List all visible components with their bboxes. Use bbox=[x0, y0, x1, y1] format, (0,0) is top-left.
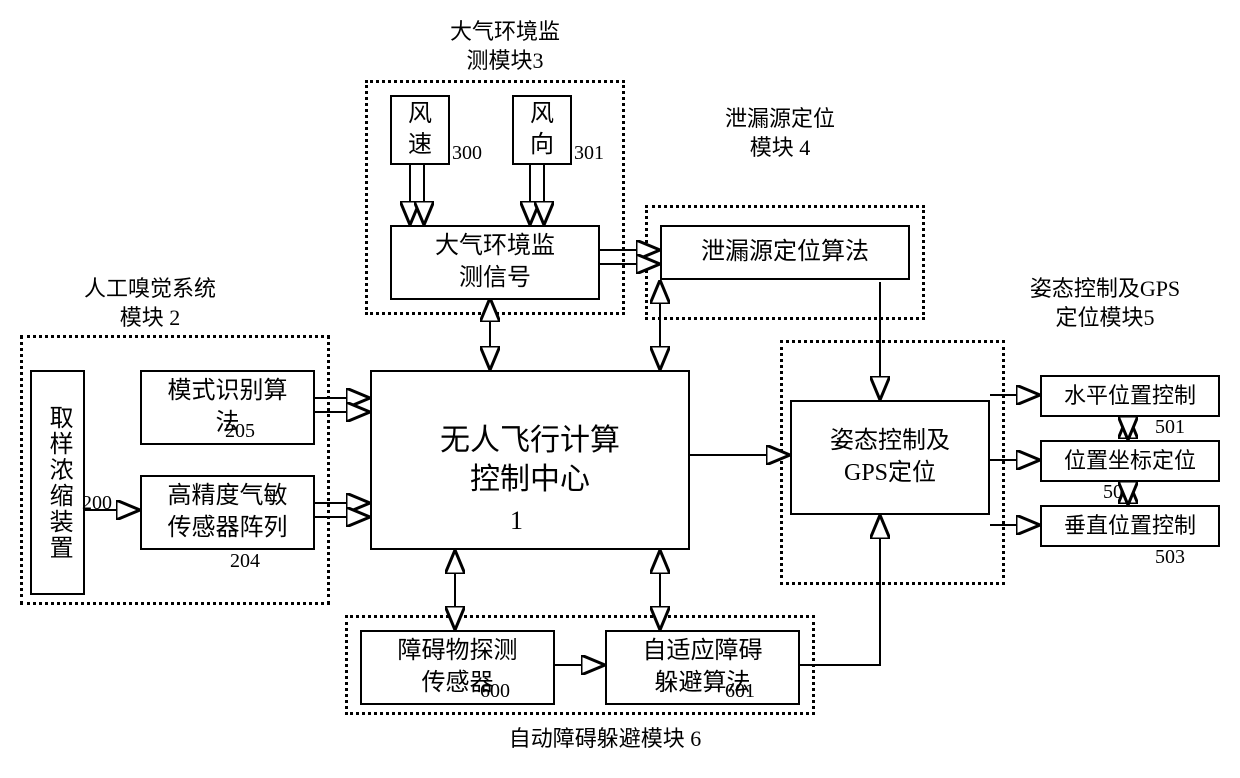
winddir-id: 301 bbox=[574, 140, 604, 166]
windspeed-text: 风 速 bbox=[408, 99, 432, 161]
windspeed-id: 300 bbox=[452, 140, 482, 166]
module6-title: 自动障碍躲避模块 6 bbox=[475, 725, 735, 754]
module3-title: 大气环境监 测模块3 bbox=[415, 18, 595, 75]
vpos-box: 垂直位置控制 bbox=[1040, 505, 1220, 547]
leak-algo-box: 泄漏源定位算法 bbox=[660, 225, 910, 280]
windspeed-box: 风 速 bbox=[390, 95, 450, 165]
sensor-text: 高精度气敏 传感器阵列 bbox=[168, 481, 288, 543]
module2-title: 人工嗅觉系统 模块 2 bbox=[60, 275, 240, 332]
loc-text: 位置坐标定位 bbox=[1064, 447, 1196, 476]
hpos-box: 水平位置控制 bbox=[1040, 375, 1220, 417]
pattern-id: 205 bbox=[225, 418, 255, 444]
winddir-text: 风 向 bbox=[530, 99, 554, 161]
attitude-box: 姿态控制及 GPS定位 bbox=[790, 400, 990, 515]
attitude-text: 姿态控制及 GPS定位 bbox=[830, 426, 950, 488]
center-id: 1 bbox=[510, 504, 523, 538]
center-text: 无人飞行计算 控制中心 bbox=[440, 421, 620, 499]
loc-id: 502 bbox=[1103, 479, 1133, 505]
vpos-id: 503 bbox=[1155, 544, 1185, 570]
loc-box: 位置坐标定位 bbox=[1040, 440, 1220, 482]
module4-title: 泄漏源定位 模块 4 bbox=[690, 105, 870, 162]
sensor-box: 高精度气敏 传感器阵列 bbox=[140, 475, 315, 550]
avoid-id: 601 bbox=[725, 678, 755, 704]
leak-algo-text: 泄漏源定位算法 bbox=[701, 237, 869, 268]
detect-box: 障碍物探测 传感器 bbox=[360, 630, 555, 705]
signal-box: 大气环境监 测信号 bbox=[390, 225, 600, 300]
signal-text: 大气环境监 测信号 bbox=[435, 231, 555, 293]
sampler-box: 取样浓缩装置 bbox=[30, 370, 85, 595]
sensor-id: 204 bbox=[230, 548, 260, 574]
sampler-text: 取样浓缩装置 bbox=[42, 405, 73, 561]
winddir-box: 风 向 bbox=[512, 95, 572, 165]
module5-title: 姿态控制及GPS 定位模块5 bbox=[1000, 275, 1210, 332]
sampler-id: 200 bbox=[82, 490, 112, 516]
avoid-box: 自适应障碍 躲避算法 bbox=[605, 630, 800, 705]
vpos-text: 垂直位置控制 bbox=[1064, 512, 1196, 541]
hpos-id: 501 bbox=[1155, 414, 1185, 440]
center-box: 无人飞行计算 控制中心 bbox=[370, 370, 690, 550]
hpos-text: 水平位置控制 bbox=[1064, 382, 1196, 411]
detect-id: 600 bbox=[480, 678, 510, 704]
